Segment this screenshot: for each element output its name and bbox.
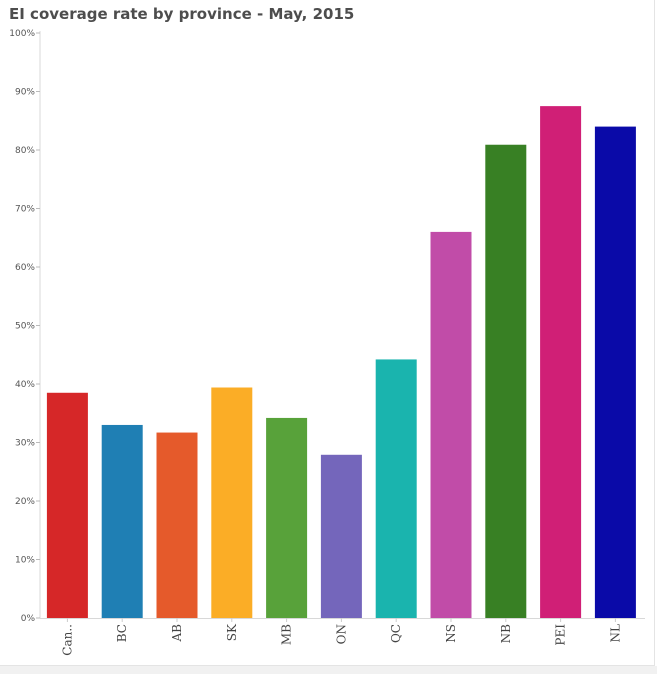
bar-bc[interactable] xyxy=(101,424,143,618)
x-tick-label: NS xyxy=(444,624,458,643)
x-tick-label: AB xyxy=(170,624,184,643)
bar-ns[interactable] xyxy=(430,231,472,618)
bars xyxy=(46,106,636,619)
y-tick-label: 20% xyxy=(15,497,35,507)
y-tick-label: 0% xyxy=(21,614,36,624)
x-tick-label: NL xyxy=(608,624,622,643)
y-tick-label: 30% xyxy=(15,439,35,449)
bar-qc[interactable] xyxy=(375,359,417,618)
bar-ab[interactable] xyxy=(156,432,198,618)
y-tick-label: 40% xyxy=(15,380,35,390)
y-tick-label: 10% xyxy=(15,556,35,566)
x-tick-label: BC xyxy=(115,624,129,642)
x-tick-label: ON xyxy=(334,624,348,644)
bar-sk[interactable] xyxy=(211,387,253,618)
x-axis: Can.. BC AB SK MB ON QC NS NB PEI NL xyxy=(60,618,622,656)
y-tick-label: 50% xyxy=(15,322,35,332)
x-tick-label: PEI xyxy=(554,624,568,646)
x-tick-label: NB xyxy=(499,624,513,644)
y-tick-label: 60% xyxy=(15,263,35,273)
y-tick-label: 90% xyxy=(15,88,35,98)
y-tick-label: 70% xyxy=(15,205,35,215)
x-tick-label: Can.. xyxy=(60,624,74,656)
bar-pei[interactable] xyxy=(540,106,582,618)
bar-on[interactable] xyxy=(320,454,362,618)
x-tick-label: SK xyxy=(225,623,239,641)
y-tick-label: 100% xyxy=(9,29,35,39)
bar-can[interactable] xyxy=(46,392,88,618)
chart-title: EI coverage rate by province - May, 2015 xyxy=(9,5,355,23)
y-axis: 0% 10% 20% 30% 40% 50% 60% 70% 80% 90% 100% xyxy=(9,29,645,624)
x-tick-label: MB xyxy=(280,624,294,645)
x-tick-label: QC xyxy=(389,624,403,643)
bottom-strip xyxy=(0,666,657,674)
bar-nl[interactable] xyxy=(594,126,636,618)
bar-mb[interactable] xyxy=(266,417,308,618)
y-tick-label: 80% xyxy=(15,146,35,156)
bar-nb[interactable] xyxy=(485,144,527,619)
